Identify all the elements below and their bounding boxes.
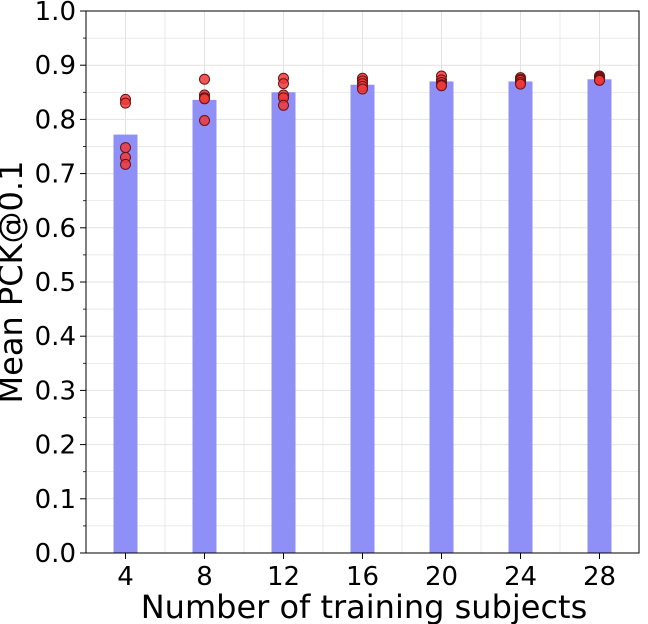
data-point (120, 142, 131, 154)
y-tick-label: 0.1 (35, 485, 76, 515)
data-point (357, 83, 368, 95)
bar-8 (192, 99, 217, 553)
data-point (120, 158, 131, 170)
x-axis-label: Number of training subjects (141, 588, 588, 624)
x-tick-label: 12 (267, 562, 300, 592)
y-tick-label: 0.6 (35, 214, 76, 244)
data-point (436, 80, 447, 92)
y-axis-label: Mean PCK@0.1 (0, 161, 30, 404)
y-tick-label: 0.3 (35, 376, 76, 406)
bar-16 (350, 84, 375, 553)
y-tick-label: 0.8 (35, 105, 76, 135)
y-tick-label: 1.0 (35, 0, 76, 27)
y-tick-label: 0.9 (35, 51, 76, 81)
bar-20 (429, 81, 454, 554)
x-tick-label: 4 (117, 562, 134, 592)
bars (113, 79, 612, 554)
bar-28 (587, 79, 612, 554)
y-tick-label: 0.4 (35, 322, 76, 352)
data-point (120, 97, 131, 109)
y-tick-label: 0.7 (35, 160, 76, 190)
data-point (515, 78, 526, 90)
x-tick-label: 20 (425, 562, 458, 592)
x-tick-label: 24 (504, 562, 537, 592)
bar-12 (271, 92, 296, 554)
data-point (199, 114, 210, 126)
data-points (120, 70, 605, 170)
bar-24 (508, 81, 533, 554)
x-tick-label: 28 (583, 562, 616, 592)
bar-4 (113, 134, 138, 554)
x-tick-label: 16 (346, 562, 379, 592)
data-point (278, 99, 289, 111)
data-point (199, 93, 210, 105)
y-tick-label: 0.0 (35, 539, 76, 569)
x-tick-label: 8 (196, 562, 213, 592)
y-tick-label: 0.5 (35, 268, 76, 298)
data-point (199, 73, 210, 85)
data-point (278, 78, 289, 90)
data-point (594, 74, 605, 86)
y-tick-label: 0.2 (35, 431, 76, 461)
axis-ticks: 0.0 0.1 0.2 0.3 0.4 0.5 0.6 0.7 0.8 0.9 1.0 4 8 12 16 2… (35, 0, 616, 592)
